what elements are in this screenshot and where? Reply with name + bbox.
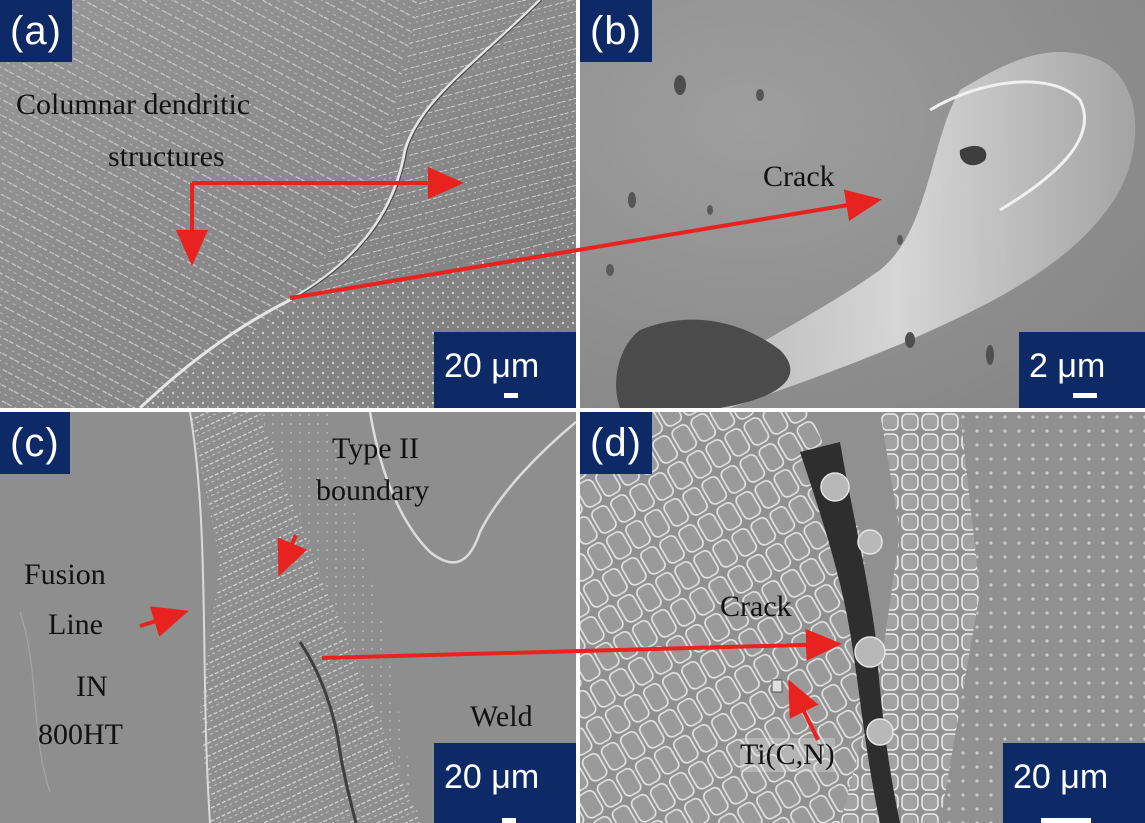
ti-cn-text: Ti(C,N): [740, 738, 835, 772]
crack-text-b: Crack: [763, 160, 835, 193]
panel-b-label: (b): [580, 0, 652, 62]
in-text: IN: [76, 670, 108, 703]
fusion-text: Fusion: [24, 558, 106, 591]
panel-b-scale-box: 2 μm: [1019, 332, 1145, 408]
panel-a-label: (a): [0, 0, 72, 62]
panel-b: (b) Crack 2 μm: [580, 0, 1145, 408]
panel-d-scale-box: 20 μm: [1003, 743, 1145, 823]
panel-b-scale-bar: [1073, 393, 1097, 398]
panel-d-scale-text: 20 μm: [1013, 758, 1109, 796]
panel-c: (c) Type II boundary Fusion Line IN 800H…: [0, 412, 576, 823]
boundary-text: boundary: [316, 474, 430, 507]
panel-a-scale-text: 20 μm: [444, 347, 540, 385]
crack-text-d: Crack: [720, 590, 792, 623]
panel-c-scale-text: 20 μm: [444, 758, 540, 796]
panel-d-label: (d): [580, 412, 652, 474]
weld-text: Weld: [470, 700, 533, 733]
type-ii-text: Type II: [332, 432, 420, 465]
alloy-text: 800HT: [38, 718, 123, 751]
line-text: Line: [48, 608, 103, 641]
structures-text: structures: [108, 140, 225, 173]
panel-a-scale-box: 20 μm: [434, 332, 576, 408]
panel-a-scale-bar: [504, 393, 518, 398]
panel-d-scale-bar: [1041, 818, 1091, 823]
panel-c-label: (c): [0, 412, 70, 474]
panel-c-scale-box: 20 μm: [434, 743, 576, 823]
panel-d: (d) Crack Ti(C,N) 20 μm: [580, 412, 1145, 823]
columnar-dendritic-text: Columnar dendritic: [16, 88, 251, 121]
panel-b-scale-text: 2 μm: [1029, 347, 1106, 385]
horizontal-divider: [0, 408, 1145, 412]
panel-a: (a) Columnar dendritic structures 20 μm: [0, 0, 576, 408]
panel-c-scale-bar: [502, 818, 516, 823]
